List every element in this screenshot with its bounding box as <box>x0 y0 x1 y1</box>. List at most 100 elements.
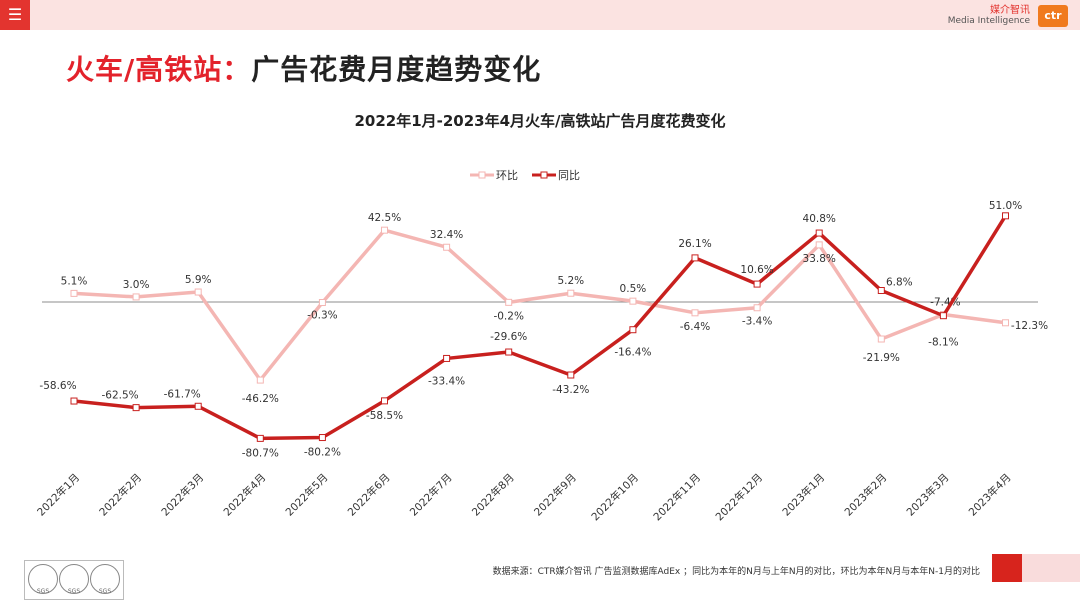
certification-badge-icon: SGS <box>90 564 120 595</box>
x-axis-tick-label: 2022年7月 <box>407 471 455 519</box>
certification-badge-icon: SGS <box>28 564 58 595</box>
data-point-marker <box>877 287 885 295</box>
page-title-rest: 广告花费月度趋势变化 <box>251 53 542 86</box>
data-point-marker <box>753 304 761 312</box>
data-point-marker <box>443 243 451 251</box>
data-label: -3.4% <box>742 316 772 328</box>
data-label: -12.3% <box>1011 320 1048 332</box>
data-label: -80.2% <box>304 447 341 459</box>
x-axis-tick-label: 2022年2月 <box>97 471 145 519</box>
data-label: -58.5% <box>366 410 403 422</box>
data-point-marker <box>1002 319 1009 327</box>
data-label: -80.7% <box>242 447 279 459</box>
data-label: 5.9% <box>185 274 212 286</box>
page-title-accent: 火车/高铁站： <box>66 53 252 86</box>
data-label: -8.1% <box>928 337 958 349</box>
data-point-marker <box>132 293 140 301</box>
data-point-marker <box>256 434 264 442</box>
data-point-marker <box>691 309 699 317</box>
data-label: 10.6% <box>740 264 773 276</box>
hamburger-menu-icon[interactable]: ☰ <box>0 0 30 30</box>
data-point-marker <box>815 229 823 237</box>
data-point-marker <box>381 226 388 234</box>
x-axis-tick-label: 2023年3月 <box>904 471 952 519</box>
data-point-marker <box>443 354 451 362</box>
x-axis-tick-label: 2022年4月 <box>221 471 269 519</box>
data-label: -29.6% <box>490 331 527 343</box>
data-label: -0.3% <box>307 310 337 322</box>
data-label: -33.4% <box>428 375 465 387</box>
line-chart: 环比 同比 5.1% 3.0% 5.9% -46.2% -0.3% 42.5% 32.4% -0.… <box>34 169 1048 523</box>
data-label: -62.5% <box>102 390 139 402</box>
data-point-marker <box>753 280 761 288</box>
data-point-marker <box>877 335 885 343</box>
data-label: -46.2% <box>242 393 279 405</box>
series-line-tongbi <box>73 214 1007 441</box>
data-point-marker <box>194 402 202 410</box>
data-point-marker <box>505 298 513 306</box>
data-label: 40.8% <box>803 213 836 225</box>
data-label: -58.6% <box>39 380 76 392</box>
legend-marker-1 <box>540 171 548 179</box>
x-axis-tick-label: 2022年6月 <box>345 471 393 519</box>
data-label: 6.8% <box>886 277 913 289</box>
data-label: 5.1% <box>61 275 88 287</box>
data-point-marker <box>939 312 947 320</box>
data-point-marker <box>194 288 202 296</box>
top-bar <box>0 0 1080 30</box>
data-source-note: 数据来源：CTR媒介智讯 广告监测数据库AdEx ；同比为本年的N月与上年N月的… <box>492 567 980 577</box>
data-point-marker <box>381 397 388 405</box>
x-axis-tick-label: 2022年3月 <box>159 471 207 519</box>
data-point-marker <box>1002 212 1009 220</box>
certification-badge-icon: SGS <box>59 564 89 595</box>
data-label: 51.0% <box>989 200 1022 212</box>
legend-label-0: 环比 <box>496 169 518 182</box>
x-axis-tick-label: 2022年12月 <box>713 471 765 523</box>
x-axis-tick-label: 2023年1月 <box>780 471 828 519</box>
brand-name-cn: 媒介智讯 <box>990 5 1030 16</box>
data-label: -21.9% <box>863 352 900 364</box>
data-point-marker <box>256 376 264 384</box>
x-axis-tick-label: 2022年5月 <box>283 471 331 519</box>
data-label: 0.5% <box>620 283 647 295</box>
certification-frame <box>24 560 124 600</box>
data-label: -16.4% <box>614 347 651 359</box>
data-point-marker <box>567 371 575 379</box>
brand-name-en: Media Intelligence <box>947 16 1030 26</box>
data-label: 33.8% <box>803 253 836 265</box>
data-point-marker <box>567 289 575 297</box>
data-point-marker <box>70 289 78 297</box>
x-axis-tick-label: 2022年11月 <box>651 471 703 523</box>
footer-pink-block <box>1022 554 1080 582</box>
data-label: 3.0% <box>123 279 150 291</box>
data-point-marker <box>132 404 140 412</box>
x-axis-tick-label: 2023年4月 <box>966 471 1014 519</box>
data-label: -0.2% <box>493 310 523 322</box>
page-title: 火车/高铁站：广告花费月度趋势变化 <box>66 48 541 88</box>
data-label: -61.7% <box>164 388 201 400</box>
data-label: 26.1% <box>678 238 711 250</box>
ctr-logo-icon: ctr <box>1038 5 1068 27</box>
x-axis-tick-label: 2023年2月 <box>842 471 890 519</box>
data-point-marker <box>815 241 823 249</box>
data-label: -6.4% <box>680 321 710 333</box>
data-point-marker <box>691 254 699 262</box>
data-point-marker <box>318 434 326 442</box>
x-axis-tick-label: 2022年9月 <box>531 471 579 519</box>
data-point-marker <box>505 348 513 356</box>
data-label: 5.2% <box>557 275 584 287</box>
data-label: 32.4% <box>430 229 463 241</box>
data-point-marker <box>629 297 637 305</box>
footer-red-block <box>992 554 1022 582</box>
brand-header: 媒介智讯 Media Intelligence ctr <box>948 3 1068 29</box>
x-axis-tick-label: 2022年10月 <box>589 471 641 523</box>
data-label: -43.2% <box>552 384 589 396</box>
series-line-huanbi <box>73 228 1006 382</box>
legend-marker-0 <box>478 171 486 179</box>
data-point-marker <box>318 299 326 307</box>
x-axis-tick-label: 2022年1月 <box>34 471 82 519</box>
legend-label-1: 同比 <box>558 169 580 182</box>
x-axis-tick-label: 2022年8月 <box>469 471 517 519</box>
data-label: 42.5% <box>368 212 401 224</box>
chart-title: 2022年1月-2023年4月火车/高铁站广告月度花费变化 <box>354 112 726 130</box>
